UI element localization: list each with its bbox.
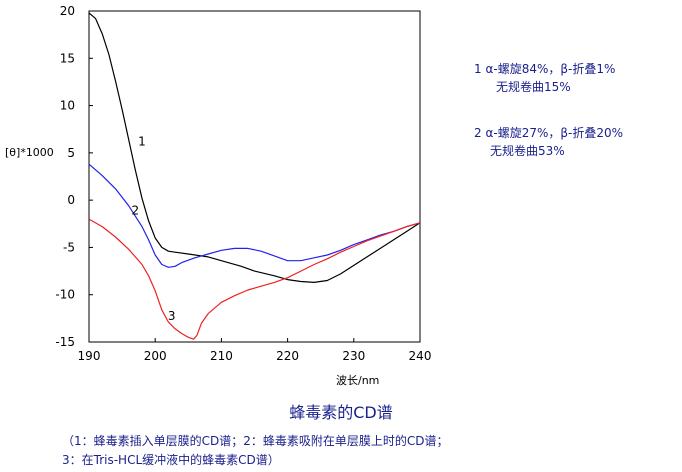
- series-line-3: [89, 219, 420, 339]
- x-tick-label: 230: [342, 349, 365, 363]
- curve-label-2: 2: [132, 203, 140, 217]
- x-tick-label: 220: [276, 349, 299, 363]
- y-tick-label: -15: [55, 335, 75, 349]
- y-tick-label: -10: [55, 288, 75, 302]
- y-tick-label: 5: [67, 146, 75, 160]
- y-tick-label: 0: [67, 193, 75, 207]
- y-tick-label: 15: [60, 51, 75, 65]
- x-tick-label: 190: [78, 349, 101, 363]
- legend-entry-2-line-1: 2 α-螺旋27%，β-折叠20%: [474, 124, 623, 142]
- curve-label-1: 1: [138, 134, 146, 148]
- y-axis-label: [θ]*1000: [5, 146, 54, 159]
- caption-line-2: 3：在Tris-HCL缓冲液中的蜂毒素CD谱）: [62, 451, 449, 470]
- figure-caption: （1：蜂毒素插入单层膜的CD谱；2：蜂毒素吸附在单层膜上时的CD谱； 3：在Tr…: [62, 432, 449, 470]
- series-group: [89, 13, 420, 339]
- chart-title: 蜂毒素的CD谱: [0, 399, 682, 423]
- y-axis: 20 15 10 5 0 -5 -10 -15: [55, 4, 93, 349]
- x-tick-label: 210: [210, 349, 233, 363]
- legend-entry-1-line-2: 无规卷曲15%: [474, 78, 615, 96]
- x-tick-label: 240: [409, 349, 432, 363]
- legend-entry-2: 2 α-螺旋27%，β-折叠20% 无规卷曲53%: [474, 124, 623, 160]
- legend-entry-1-line-1: 1 α-螺旋84%，β-折叠1%: [474, 60, 615, 78]
- x-axis-label: 波长/nm: [336, 374, 379, 387]
- y-tick-label: 10: [60, 99, 75, 113]
- y-tick-label: -5: [63, 240, 75, 254]
- curve-labels: 1 2 3: [132, 134, 176, 323]
- caption-line-1: （1：蜂毒素插入单层膜的CD谱；2：蜂毒素吸附在单层膜上时的CD谱；: [62, 432, 449, 451]
- curve-label-3: 3: [168, 309, 176, 323]
- legend-entry-1: 1 α-螺旋84%，β-折叠1% 无规卷曲15%: [474, 60, 615, 96]
- plot-frame: [89, 11, 420, 342]
- x-tick-label: 200: [144, 349, 167, 363]
- legend-entry-2-line-2: 无规卷曲53%: [474, 142, 623, 160]
- y-tick-label: 20: [60, 4, 75, 18]
